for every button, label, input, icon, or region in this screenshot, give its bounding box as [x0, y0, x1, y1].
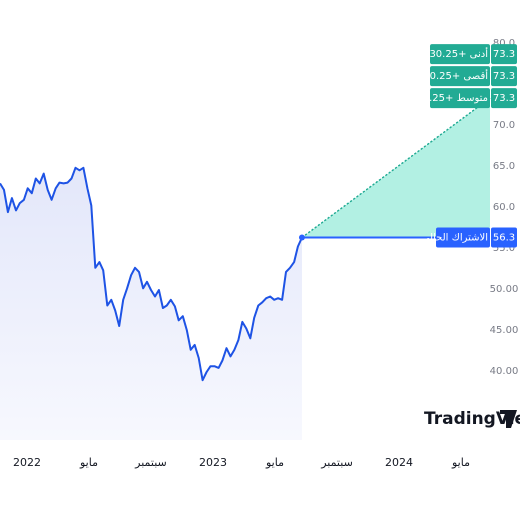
current-point	[298, 234, 305, 241]
forecast-value: 73.3	[493, 93, 515, 104]
x-tick-label: 2023	[199, 456, 227, 469]
x-tick-label: سبتمبر	[134, 456, 167, 469]
y-tick-label: 55.0	[493, 243, 515, 254]
forecast-label-box	[430, 44, 490, 65]
forecast-badge	[491, 66, 517, 87]
forecast-label: أقصى +30.25%	[414, 69, 489, 82]
y-tick-label: 60.0	[493, 202, 515, 213]
y-tick-label: 50.00	[490, 284, 519, 295]
current-label-box	[436, 227, 490, 248]
plot-area	[0, 97, 491, 441]
forecast-badge	[491, 44, 517, 65]
forecast-line	[301, 97, 491, 238]
y-tick-label: 70.0	[493, 120, 515, 131]
x-tick-label: مايو	[79, 456, 98, 469]
y-tick-label: 40.00	[490, 366, 519, 377]
forecast-label-box	[430, 88, 490, 109]
y-tick-label: 65.0	[493, 161, 515, 172]
x-tick-label: 2024	[385, 456, 413, 469]
forecast-label-box	[430, 66, 490, 87]
price-line	[0, 166, 303, 382]
x-tick-label: مايو	[451, 456, 470, 469]
forecast-value: 73.3	[493, 71, 515, 82]
forecast-value: 73.3	[493, 49, 515, 60]
forecast-label: متوسط +30.25%	[407, 93, 488, 104]
x-tick-label: مايو	[265, 456, 284, 469]
forecast-label: أدنى +30.25%	[420, 47, 488, 60]
y-tick-label: 80.0	[493, 38, 515, 49]
y-tick-label: 45.00	[490, 325, 519, 336]
watermark-text: TradingView	[424, 409, 520, 429]
area	[0, 167, 302, 441]
current-badge	[491, 227, 517, 248]
watermark: TradingView	[424, 409, 520, 429]
x-tick-label: 2022	[13, 456, 41, 469]
x-tick-label: سبتمبر	[320, 456, 353, 469]
current-value: 56.3	[493, 233, 515, 244]
logo	[500, 410, 517, 428]
current-label: الاشتراك الحالي	[422, 233, 488, 244]
forecast-badge	[491, 88, 517, 109]
